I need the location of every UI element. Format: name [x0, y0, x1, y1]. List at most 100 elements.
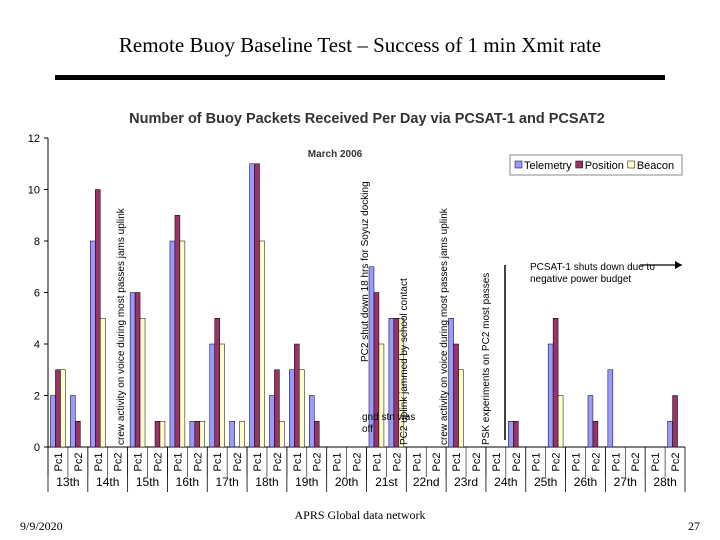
x-tick-label: Pc1	[332, 453, 344, 472]
bar	[154, 421, 161, 448]
bar	[194, 421, 201, 448]
group-label: 28th	[653, 475, 676, 489]
bar	[378, 343, 385, 448]
group-label: 19th	[295, 475, 318, 489]
bar	[90, 240, 96, 448]
group-label: 20th	[335, 475, 358, 489]
annotation: PSK experiments on PC2 most passes	[481, 273, 492, 445]
bar	[179, 240, 186, 448]
x-tick-label: Pc1	[93, 453, 105, 472]
bar	[169, 240, 176, 448]
bar	[75, 421, 81, 448]
bar	[557, 395, 564, 448]
bar	[552, 318, 559, 448]
legend-label: Telemetry	[524, 160, 572, 172]
x-tick-label: Pc1	[133, 453, 145, 472]
x-tick-label: Pc2	[551, 453, 563, 472]
slide-footer: APRS Global data network	[295, 508, 426, 522]
annotation-line: PCSAT-1 shuts down due to	[530, 262, 655, 273]
bar	[174, 215, 181, 448]
bar	[309, 395, 315, 448]
chart-subtitle: March 2006	[308, 149, 363, 160]
group-label: 13th	[56, 475, 79, 489]
legend-swatch	[514, 160, 523, 169]
bar	[279, 421, 285, 448]
x-tick-label: Pc2	[630, 453, 642, 472]
bar	[55, 369, 61, 448]
x-tick-label: Pc1	[172, 453, 184, 472]
bar	[219, 343, 225, 448]
group-label: 16th	[176, 475, 199, 489]
y-tick-label: 6	[34, 288, 40, 300]
annotation: crew activity on voice during most passe…	[439, 207, 450, 445]
bar	[547, 343, 554, 448]
bar	[269, 395, 275, 448]
x-tick-label: Pc2	[391, 453, 403, 472]
group-label: 18th	[255, 475, 278, 489]
annotation: PC2 uplink jammed by school contact	[399, 278, 410, 445]
page-number: 27	[688, 519, 700, 533]
x-tick-label: Pc1	[571, 453, 583, 472]
bar	[294, 343, 300, 448]
bar	[607, 369, 614, 448]
x-tick-label: Pc2	[272, 453, 284, 472]
annotation-line: negative power budget	[530, 274, 631, 285]
annotation: gnd stn was off	[362, 412, 415, 435]
bar	[672, 395, 678, 448]
bar	[274, 369, 280, 448]
bar	[159, 421, 166, 448]
y-tick-label: 4	[34, 339, 40, 351]
chart: 0 2 4 6 8 10 12 Pc1 Pc2 Pc1 Pc2 Pc1 Pc2 Pc1 Pc2 Pc1 Pc2 P…	[28, 133, 686, 492]
bar	[398, 318, 405, 448]
bar	[199, 421, 206, 448]
slide-title: Remote Buoy Baseline Test – Success of 1…	[119, 33, 601, 57]
slide-date: 9/9/2020	[20, 519, 63, 533]
y-tick-label: 10	[28, 185, 40, 197]
x-tick-label: Pc2	[511, 453, 523, 472]
x-tick-label: Pc1	[531, 453, 543, 472]
annotation: crew activity on voice during most passe…	[116, 207, 127, 445]
bar	[249, 163, 255, 448]
bar	[70, 395, 76, 448]
bar	[239, 421, 245, 448]
x-tick-label: Pc2	[232, 453, 244, 472]
x-tick-label: Pc1	[212, 453, 224, 472]
x-tick-label: Pc2	[670, 453, 682, 472]
x-tick-label: Pc2	[152, 453, 164, 472]
bar	[229, 421, 235, 448]
x-tick-label: Pc1	[252, 453, 264, 472]
legend-swatch	[575, 160, 583, 169]
x-tick-label: Pc1	[650, 453, 662, 472]
x-tick-label: Pc1	[451, 453, 463, 472]
x-tick-label: Pc1	[411, 453, 423, 472]
y-tick-label: 8	[34, 236, 40, 248]
group-label: 14th	[96, 475, 119, 489]
group-label: 27th	[614, 475, 637, 489]
group-label: 21st	[375, 475, 398, 489]
x-tick-label: Pc2	[431, 453, 443, 472]
bar	[60, 369, 66, 448]
group-label: 24th	[494, 475, 517, 489]
annotation: PC2 shut down 18 hrs for Soyuz docking	[360, 181, 371, 362]
bar	[189, 421, 196, 448]
annotation-line: off	[362, 424, 373, 435]
legend-box	[509, 154, 683, 176]
annotation: PCSAT-1 shuts down due to negative power …	[530, 262, 655, 285]
bar	[289, 369, 295, 448]
bar	[95, 189, 101, 448]
bar	[313, 421, 320, 448]
chart-title: Number of Buoy Packets Received Per Day …	[129, 111, 605, 127]
legend-label: Position	[585, 160, 624, 172]
group-label: 26th	[574, 475, 597, 489]
bar	[214, 318, 220, 448]
x-tick-label: Pc1	[53, 453, 65, 472]
bar	[508, 421, 514, 448]
x-tick-label: Pc2	[312, 453, 324, 472]
arrow-head	[675, 261, 682, 269]
bar	[299, 369, 305, 448]
x-tick-label: Pc2	[113, 453, 125, 472]
group-label: 22nd	[413, 475, 440, 489]
legend-label: Beacon	[637, 160, 674, 172]
y-tick-label: 2	[34, 391, 40, 403]
